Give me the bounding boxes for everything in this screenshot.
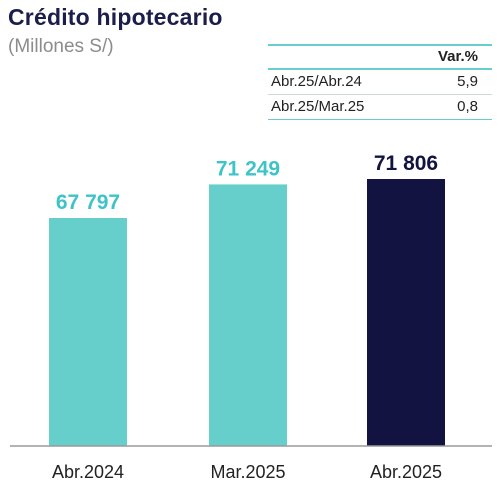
x-tick-label: Abr.2024 — [52, 462, 124, 482]
chart-subtitle: (Millones S/) — [8, 36, 114, 57]
variation-row: Abr.25/Abr.24 5,9 — [268, 70, 492, 95]
chart-title: Crédito hipotecario — [8, 4, 223, 30]
x-tick-label: Abr.2025 — [370, 462, 442, 482]
data-label: 67 797 — [56, 191, 120, 214]
variation-row-value: 5,9 — [457, 73, 478, 90]
variation-table-header: Var.% — [437, 48, 478, 65]
bar-abr-2025 — [367, 179, 445, 446]
variation-row-label: Abr.25/Mar.25 — [271, 98, 365, 115]
data-label: 71 806 — [374, 152, 438, 175]
bar-mar-2025 — [209, 184, 287, 446]
data-label: 71 249 — [216, 157, 280, 180]
label-group: 67 797 Abr.2024 71 249 Mar.2025 71 806 Abr.20… — [52, 152, 442, 482]
variation-table-header-rule — [268, 68, 492, 70]
bar-abr-2024 — [49, 218, 127, 446]
variation-row-label: Abr.25/Abr.24 — [271, 73, 362, 90]
variation-row: Abr.25/Mar.25 0,8 — [268, 95, 492, 120]
x-tick-label: Mar.2025 — [210, 462, 285, 482]
variation-table-top-rule — [268, 44, 492, 46]
variation-row-value: 0,8 — [457, 98, 478, 115]
bar-group — [49, 179, 445, 446]
variation-table: Var.% Abr.25/Abr.24 5,9 Abr.25/Mar.25 0,… — [268, 44, 492, 120]
